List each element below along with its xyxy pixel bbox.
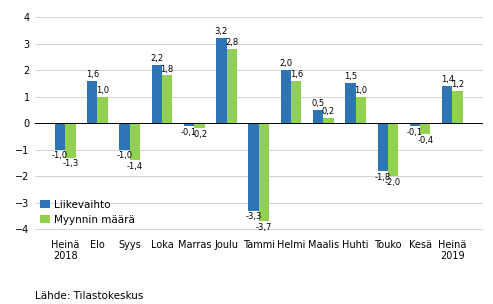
Bar (313, 110, 323, 123)
Bar (388, 123, 398, 176)
Text: 1,5: 1,5 (344, 72, 357, 81)
Bar (410, 123, 420, 126)
Text: 1,4: 1,4 (441, 75, 454, 84)
Text: 2,8: 2,8 (225, 38, 238, 47)
Bar (420, 123, 430, 134)
Bar (194, 123, 205, 128)
Text: 0,2: 0,2 (322, 107, 335, 116)
Text: 2,2: 2,2 (150, 54, 163, 63)
Text: -3,7: -3,7 (256, 223, 272, 232)
Bar (65, 123, 75, 157)
Bar (130, 123, 140, 160)
Bar (184, 123, 194, 126)
Bar (442, 86, 453, 123)
Bar (152, 65, 162, 123)
Bar (227, 49, 237, 123)
Bar (355, 97, 366, 123)
Text: 1,2: 1,2 (451, 81, 464, 89)
Text: 3,2: 3,2 (215, 27, 228, 36)
Bar (119, 123, 130, 150)
Text: -0,1: -0,1 (407, 128, 423, 136)
Bar (291, 81, 301, 123)
Text: -1,4: -1,4 (127, 162, 143, 171)
Text: -1,8: -1,8 (375, 173, 391, 182)
Bar (378, 123, 388, 171)
Text: 1,8: 1,8 (161, 64, 174, 74)
Legend: Liikevaihto, Myynnin määrä: Liikevaihto, Myynnin määrä (40, 200, 135, 225)
Text: 1,6: 1,6 (289, 70, 303, 79)
Bar (345, 83, 355, 123)
Text: -1,0: -1,0 (116, 151, 133, 161)
Bar (248, 123, 259, 211)
Bar (281, 70, 291, 123)
Bar (162, 75, 173, 123)
Text: 0,5: 0,5 (312, 99, 325, 108)
Bar (216, 38, 227, 123)
Bar (453, 91, 463, 123)
Bar (323, 118, 334, 123)
Text: Lähde: Tilastokeskus: Lähde: Tilastokeskus (35, 291, 143, 301)
Text: 1,0: 1,0 (96, 86, 109, 95)
Bar (259, 123, 269, 221)
Bar (55, 123, 65, 150)
Text: -1,3: -1,3 (62, 159, 78, 168)
Text: 1,0: 1,0 (354, 86, 367, 95)
Text: -2,0: -2,0 (385, 178, 401, 187)
Bar (98, 97, 108, 123)
Bar (87, 81, 98, 123)
Text: -1,0: -1,0 (52, 151, 68, 161)
Text: 2,0: 2,0 (280, 59, 292, 68)
Text: -0,2: -0,2 (191, 130, 208, 139)
Text: 1,6: 1,6 (86, 70, 99, 79)
Text: -3,3: -3,3 (246, 212, 262, 222)
Text: -0,4: -0,4 (417, 136, 433, 145)
Text: -0,1: -0,1 (181, 128, 197, 136)
